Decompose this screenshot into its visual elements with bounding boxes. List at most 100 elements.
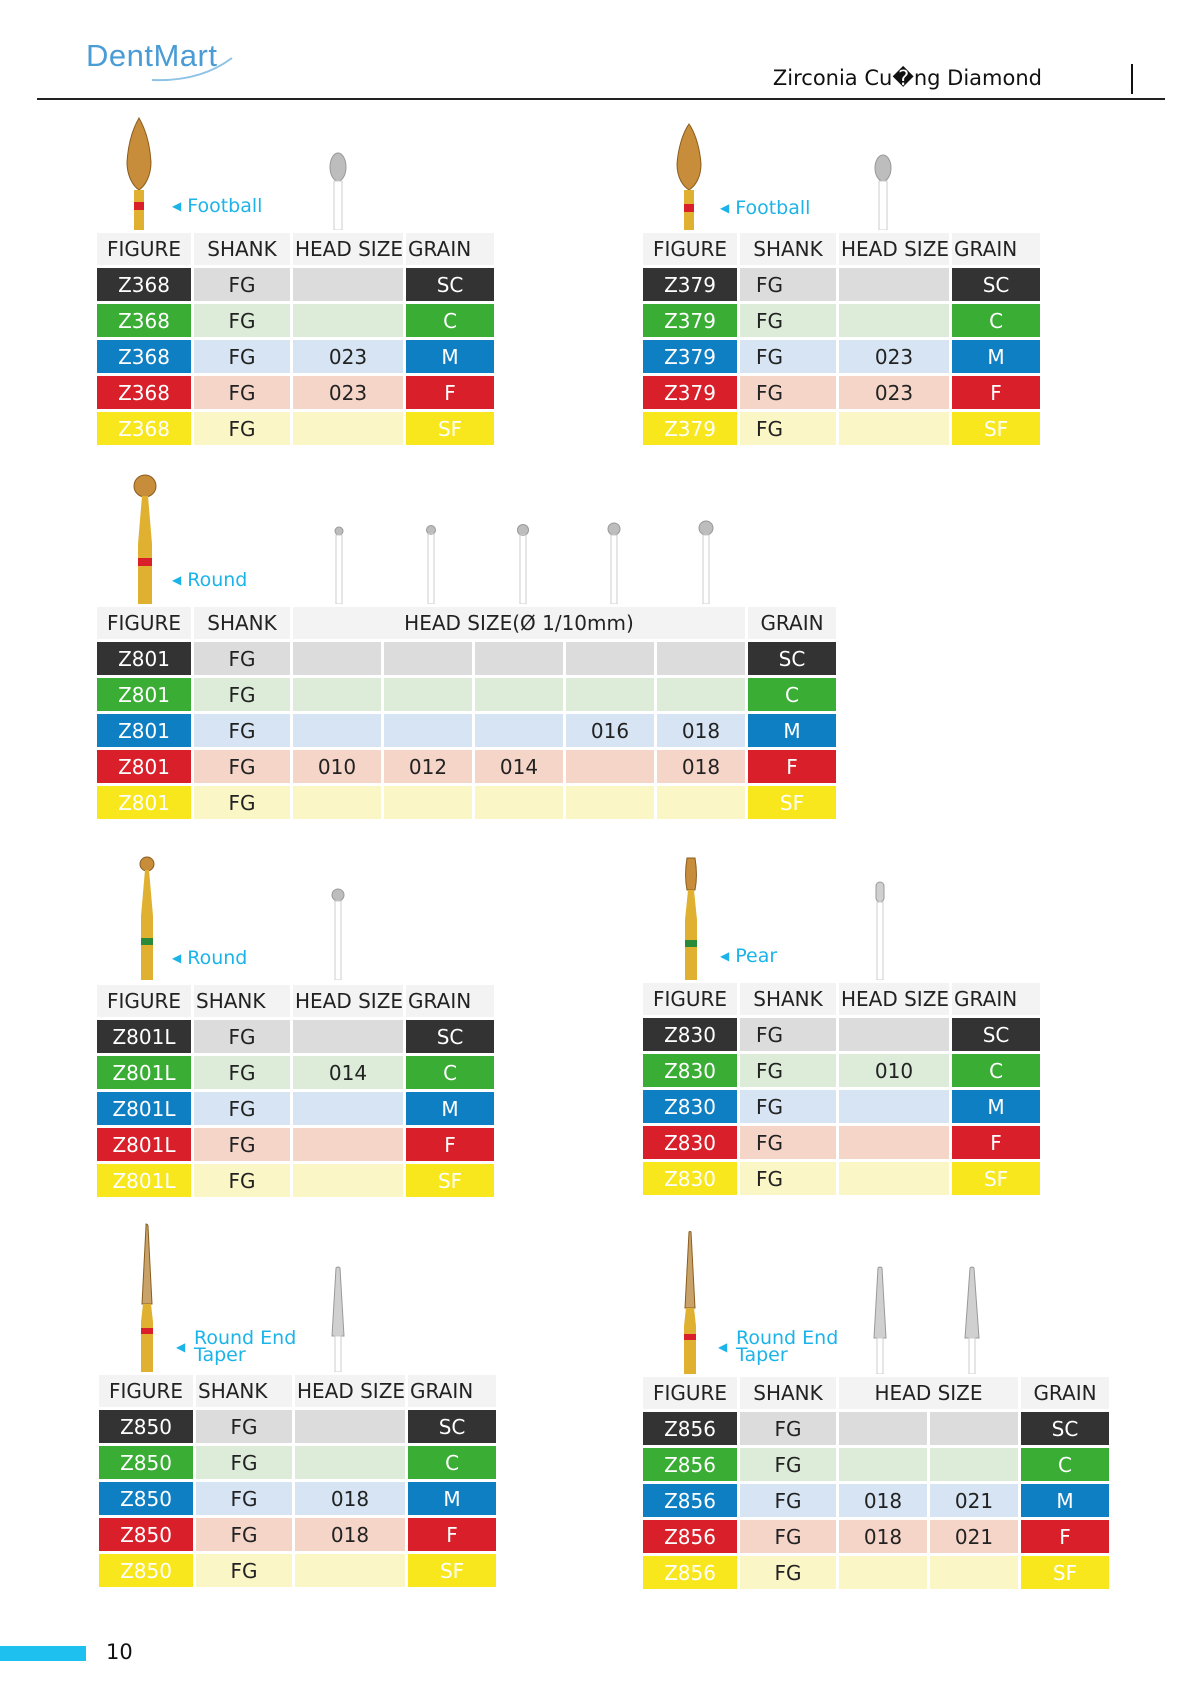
table-row: Z801 FG 016 018 M [97,714,836,747]
col-head-size: HEAD SIZE [293,233,404,265]
football-head-icon [874,154,892,230]
round-head-icon [517,524,529,604]
col-figure: FIGURE [97,985,191,1017]
round-head-icon [698,520,714,604]
col-shank: SHANK [194,985,290,1017]
col-grain: GRAIN [406,985,495,1017]
table-row: Z379 FG 023 M [643,340,1041,373]
pear-head-icon [875,881,885,980]
col-figure: FIGURE [99,1375,193,1407]
table-row: Z801 FG C [97,678,836,711]
round-head-icon [334,526,344,604]
table-row: Z850 FG SC [99,1410,497,1443]
col-shank: SHANK [196,1375,292,1407]
table-row: Z801 FG SF [97,786,836,819]
spec-table-z830: FIGURE SHANK HEAD SIZE GRAIN Z830 FG SC Z830 F… [640,980,1043,1198]
round-head-icon [426,525,436,604]
spec-table-z368: FIGURE SHANK HEAD SIZE GRAIN Z368 FG SC Z368 F… [94,230,497,448]
title-divider [1131,64,1133,94]
table-row: Z850 FG 018 F [99,1518,497,1551]
col-shank: SHANK [740,233,836,265]
shape-label: ◀ Football [172,195,263,217]
table-row: Z368 FG 023 M [97,340,495,373]
round-head-icon [331,888,345,980]
pear-bur-icon [685,857,697,980]
table-row: Z801 FG 010 012 014 018 F [97,750,836,783]
col-grain: GRAIN [1021,1377,1109,1409]
taper-head-icon [331,1266,345,1372]
shape-label: ◀ Pear [720,945,778,967]
table-row: Z368 FG SF [97,412,495,445]
header-rule [37,98,1165,100]
table-row: Z379 FG C [643,304,1041,337]
table-row: Z830 FG 010 C [643,1054,1041,1087]
taper-bur-icon [141,1223,153,1372]
col-shank: SHANK [740,983,836,1015]
round-head-icon [607,522,621,604]
col-grain: GRAIN [408,1375,497,1407]
table-row: Z801L FG 014 C [97,1056,495,1089]
taper-bur-icon [684,1231,696,1374]
table-row: Z379 FG SF [643,412,1041,445]
football-bur-icon [676,123,702,230]
shape-label: ◀ Round [172,947,248,969]
col-shank: SHANK [194,233,290,265]
spec-table-z379: FIGURE SHANK HEAD SIZE GRAIN Z379 FG SC Z379 F… [640,230,1043,448]
col-grain: GRAIN [952,233,1041,265]
table-row: Z856 FG SF [643,1556,1109,1589]
spec-table-z801l: FIGURE SHANK HEAD SIZE GRAIN Z801L FG SC Z801… [94,982,497,1200]
football-bur-icon [126,117,152,230]
table-row: Z368 FG 023 F [97,376,495,409]
col-head-size: HEAD SIZE [839,1377,1018,1409]
col-head-size: HEAD SIZE [839,233,950,265]
round-bur-icon [139,856,155,980]
table-row: Z856 FG 018 021 M [643,1484,1109,1517]
taper-head-icon [964,1266,980,1374]
football-head-icon [329,152,347,230]
col-head-size: HEAD SIZE(Ø 1/10mm) [293,607,745,639]
table-row: Z379 FG 023 F [643,376,1041,409]
shape-label: ◀ Round End Taper [718,1327,839,1366]
col-figure: FIGURE [643,1377,737,1409]
table-row: Z850 FG C [99,1446,497,1479]
col-head-size: HEAD SIZE [293,985,404,1017]
table-row: Z830 FG M [643,1090,1041,1123]
col-figure: FIGURE [97,607,191,639]
table-row: Z379 FG SC [643,268,1041,301]
spec-table-z850: FIGURE SHANK HEAD SIZE GRAIN Z850 FG SC Z850 F… [96,1372,499,1590]
col-head-size: HEAD SIZE [295,1375,406,1407]
col-shank: SHANK [194,607,290,639]
col-shank: SHANK [740,1377,836,1409]
logo-swoosh-icon [151,57,233,82]
table-row: Z801L FG M [97,1092,495,1125]
table-row: Z368 FG SC [97,268,495,301]
spec-table-z801: FIGURE SHANK HEAD SIZE(Ø 1/10mm) GRAIN Z801… [94,604,839,822]
col-figure: FIGURE [97,233,191,265]
round-bur-icon [133,474,157,604]
col-grain: GRAIN [952,983,1041,1015]
document-title: Zirconia Cu�ng Diamond [772,66,1042,90]
table-row: Z850 FG SF [99,1554,497,1587]
taper-head-icon [873,1266,887,1374]
table-row: Z850 FG 018 M [99,1482,497,1515]
col-grain: GRAIN [748,607,836,639]
col-figure: FIGURE [643,983,737,1015]
table-row: Z368 FG C [97,304,495,337]
dentmart-logo: DentMart [86,38,218,73]
table-row: Z830 FG F [643,1126,1041,1159]
col-grain: GRAIN [406,233,495,265]
col-head-size: HEAD SIZE [839,983,950,1015]
table-row: Z830 FG SF [643,1162,1041,1195]
footer-accent-bar [0,1646,86,1661]
table-row: Z801L FG SC [97,1020,495,1053]
shape-label: ◀ Round End Taper [176,1327,297,1366]
table-row: Z801 FG SC [97,642,836,675]
table-row: Z856 FG 018 021 F [643,1520,1109,1553]
shape-label: ◀ Football [720,197,811,219]
table-row: Z856 FG C [643,1448,1109,1481]
table-row: Z830 FG SC [643,1018,1041,1051]
table-row: Z801L FG F [97,1128,495,1161]
table-row: Z856 FG SC [643,1412,1109,1445]
table-row: Z801L FG SF [97,1164,495,1197]
shape-label: ◀ Round [172,569,248,591]
